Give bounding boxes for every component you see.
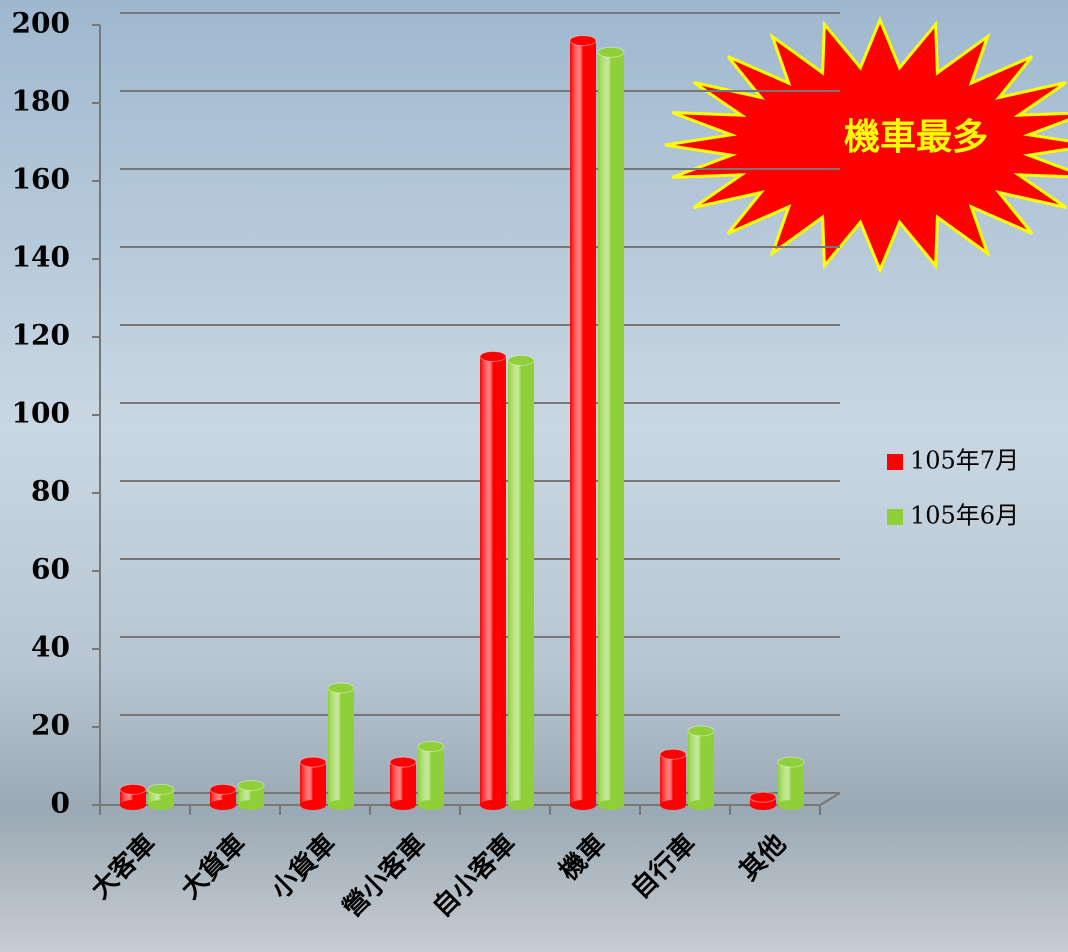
bar-shine [418,746,444,805]
bar-shine [300,762,326,805]
bar-top [597,46,625,58]
bar-base [390,800,416,810]
bar-top [327,682,355,694]
bar-shine [688,730,714,805]
annotation: 機車最多 [844,116,988,158]
bar-top [119,783,147,795]
bar-base [328,800,354,810]
bar-top [777,756,805,768]
bar-top [749,791,777,803]
bar-base [300,800,326,810]
bar-top [389,756,417,768]
legend-label: 105年6月 [910,502,1019,530]
bar-base [570,800,596,810]
bar-top [479,351,507,362]
bar-base [660,800,686,810]
bar-top [687,725,715,737]
bar-top [659,748,687,760]
bar-top [569,35,597,47]
bar-shine [480,356,506,805]
bar-base [148,800,174,810]
y-tick-label: 120 [12,319,70,352]
legend-swatch [887,454,903,470]
bar-shine [660,754,686,805]
bar-top [147,783,175,795]
bar-base [598,800,624,810]
y-tick-label: 140 [12,241,70,274]
y-tick-label: 0 [51,787,70,820]
y-tick-label: 160 [12,163,70,196]
legend-swatch [887,509,903,525]
bar-top [507,354,535,366]
y-tick-label: 40 [31,631,70,664]
starburst [664,16,1068,274]
bar-shine [778,762,804,805]
y-tick-label: 80 [31,475,70,508]
y-tick-label: 200 [12,7,70,40]
bar-base [120,800,146,810]
bar-base [688,800,714,810]
y-tick-label: 60 [31,553,70,586]
bar-top [237,780,265,791]
bar-base [238,800,264,810]
bar-top [209,783,237,795]
bar-shine [238,785,264,805]
bar-base [480,800,506,810]
legend-label: 105年7月 [910,447,1019,475]
bar-base [418,800,444,810]
bar-shine [508,360,534,805]
bar-base [778,800,804,810]
bar-base [210,800,236,810]
y-tick-label: 100 [12,397,70,430]
y-tick-label: 180 [12,85,70,118]
bar-base [750,800,776,810]
bar-shine [570,40,596,806]
y-tick-label: 20 [31,709,70,742]
bar-top [299,756,327,768]
bar-base [508,800,534,810]
bar-shine [328,688,354,805]
bar-shine [390,762,416,805]
bar-top [417,741,445,752]
bar-shine [598,52,624,806]
axis [819,792,841,806]
